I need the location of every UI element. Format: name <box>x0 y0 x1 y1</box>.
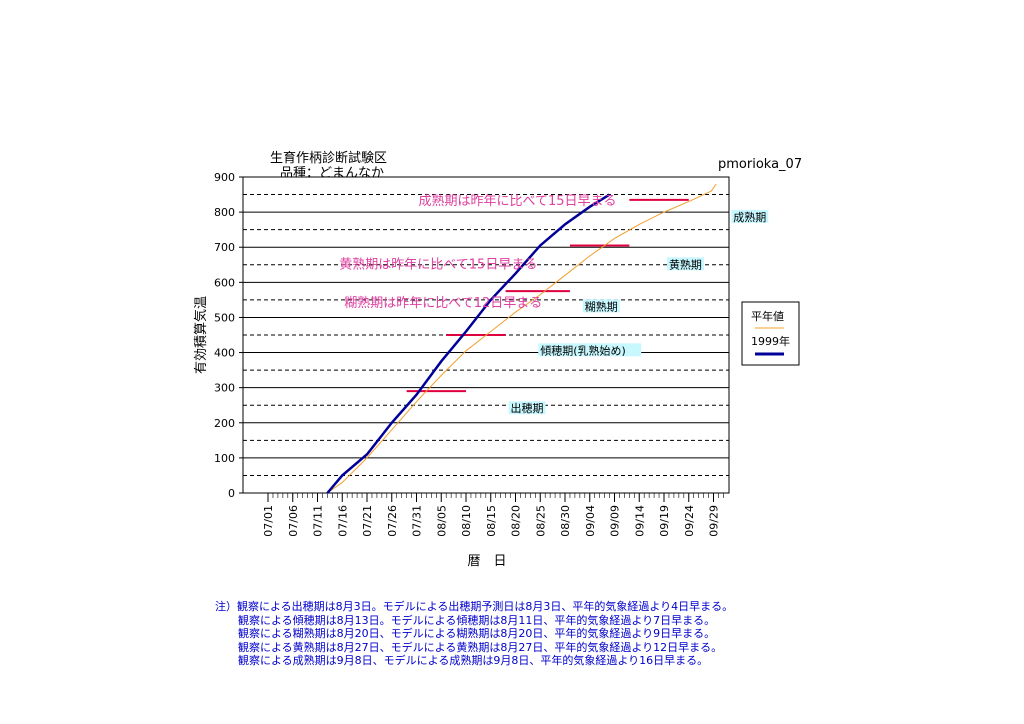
x-axis-label: 暦 日 <box>467 554 506 569</box>
y-tick-label: 800 <box>214 206 235 219</box>
note-line-5: 観察による成熟期は9月8日、モデルによる成熟期は9月8日、平年的気象経過より16… <box>238 653 708 667</box>
footnotes: 注）観察による出穂期は8月3日。モデルによる出穂期予測日は8月3日、平年的気象経… <box>215 599 733 667</box>
stage-label: 糊熟期 <box>585 299 618 313</box>
y-axis-label: 有効積算気温 <box>193 296 209 374</box>
y-tick-label: 500 <box>214 311 235 324</box>
series-lines <box>326 183 717 494</box>
y-tick-label: 0 <box>228 487 235 500</box>
x-tick-label: 09/19 <box>658 505 671 537</box>
stage-label: 黄熟期 <box>669 257 702 271</box>
x-tick-label: 08/20 <box>510 505 523 537</box>
x-tick-label: 09/29 <box>708 505 721 537</box>
series-1999-line <box>326 193 611 494</box>
series-normal-line <box>327 183 717 494</box>
grid-lines <box>243 176 729 476</box>
stage-labels: 出穂期 傾穂期(乳熟始め) 糊熟期 黄熟期 成熟期 成熟期は昨年に比べて15日早まる黄熟期… <box>339 193 769 415</box>
x-tick-label: 09/09 <box>609 505 622 537</box>
y-tick-label: 200 <box>214 417 235 430</box>
x-tick-label: 08/05 <box>435 505 448 537</box>
x-tick-label: 07/31 <box>411 505 424 537</box>
y-tick-label: 900 <box>214 171 235 184</box>
annotation-text: 糊熟期は昨年に比べて12日早まる <box>344 295 542 311</box>
stage-label: 傾穂期(乳熟始め) <box>540 343 626 357</box>
x-tick-label: 07/26 <box>386 505 399 537</box>
x-tick-label: 09/24 <box>683 505 696 537</box>
x-tick-label: 07/16 <box>336 505 349 537</box>
stage-label: 成熟期 <box>733 210 766 224</box>
y-tick-label: 400 <box>214 347 235 360</box>
y-axis-ticks: 0 100 200 300 400 500 600 700 800 900 <box>214 171 243 500</box>
stage-label-bg <box>731 209 769 223</box>
note-line-4: 観察による黄熟期は8月27日、モデルによる黄熟期は8月27日、平年的気象経過より… <box>238 640 722 654</box>
stage-label-bg <box>582 299 620 313</box>
legend: 平年値 1999年 <box>741 301 800 366</box>
x-tick-label: 09/04 <box>584 505 597 537</box>
x-tick-label: 07/06 <box>287 505 300 537</box>
x-axis-ticks: 07/01 07/06 07/11 07/16 07/21 07/26 07/31 08/05… <box>262 493 724 537</box>
station-label: pmorioka_07 <box>718 157 802 172</box>
x-tick-label: 09/14 <box>633 505 646 537</box>
y-tick-label: 300 <box>214 382 235 395</box>
x-tick-label: 08/10 <box>460 505 473 537</box>
note-line-2: 観察による傾穂期は8月13日。モデルによる傾穂期は8月11日、平年的気象経過より… <box>238 613 715 627</box>
chart-title: 生育作柄診断試験区 <box>270 150 387 166</box>
annotation-text: 黄熟期は昨年に比べて15日早まる <box>339 256 537 272</box>
legend-label-normal: 平年値 <box>751 309 784 323</box>
stage-bars <box>406 198 689 393</box>
stage-label: 出穂期 <box>511 401 544 415</box>
stage-label-bg <box>508 401 546 415</box>
stage-label-bg <box>666 257 704 271</box>
note-line-1: 注）観察による出穂期は8月3日。モデルによる出穂期予測日は8月3日、平年的気象経… <box>215 599 733 613</box>
x-tick-label: 07/21 <box>361 505 374 537</box>
stage-label-bg <box>538 343 642 357</box>
y-tick-label: 100 <box>214 452 235 465</box>
x-tick-label: 08/30 <box>559 505 572 537</box>
note-line-3: 観察による糊熟期は8月20日、モデルによる糊熟期は8月20日、平年的気象経過より… <box>238 626 715 640</box>
x-tick-label: 08/15 <box>485 505 498 537</box>
annotation-text: 成熟期は昨年に比べて15日早まる <box>419 193 617 209</box>
legend-label-1999: 1999年 <box>751 334 790 348</box>
x-tick-label: 07/01 <box>262 505 275 537</box>
x-tick-label: 08/25 <box>534 505 547 537</box>
y-tick-label: 600 <box>214 276 235 289</box>
y-tick-label: 700 <box>214 241 235 254</box>
x-tick-label: 07/11 <box>312 505 325 537</box>
